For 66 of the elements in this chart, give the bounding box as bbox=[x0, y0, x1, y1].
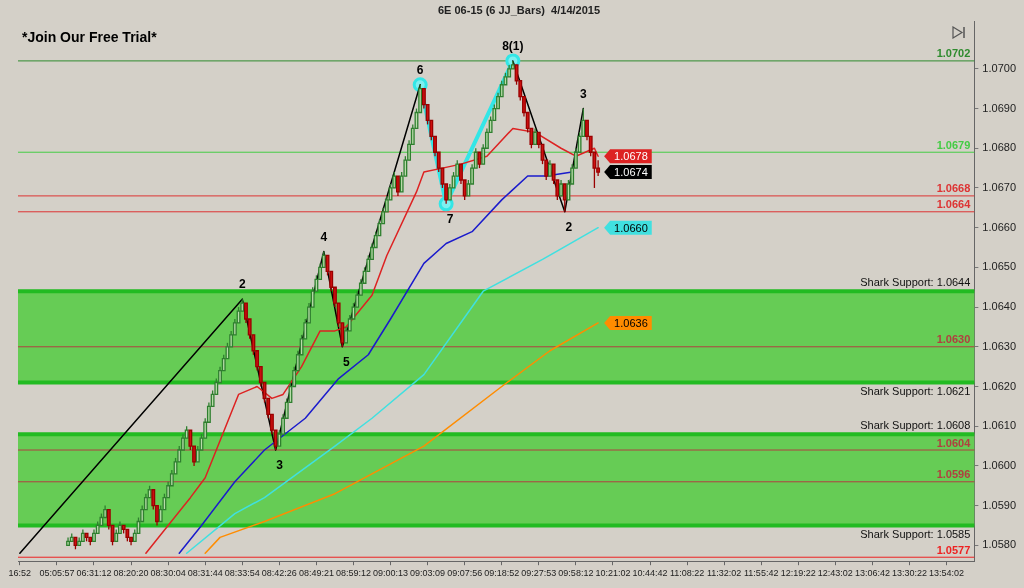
x-tick-label: 10:21:02 bbox=[595, 568, 631, 579]
annotation: 2 bbox=[565, 220, 573, 235]
ref-line-label: 1.0577 bbox=[936, 543, 971, 556]
x-tick-label: 09:03:09 bbox=[410, 568, 446, 579]
y-tick-label: 1.0680 bbox=[982, 141, 1017, 154]
chart-title: 6E 06-15 (6 JJ_Bars) 4/14/2015 bbox=[437, 3, 601, 16]
y-tick-label: 1.0590 bbox=[982, 498, 1017, 511]
x-tick-label: 13:06:42 bbox=[854, 568, 890, 579]
x-tick-label: 08:31:44 bbox=[187, 568, 223, 579]
ref-line-label: Shark Support: 1.0585 bbox=[860, 528, 971, 540]
annotation: 1.0674 bbox=[614, 166, 648, 179]
data-label: 1.0636 bbox=[614, 317, 648, 329]
x-tick-label: 09:27:53 bbox=[521, 568, 557, 579]
ref-line-label: 1.0604 bbox=[936, 436, 972, 449]
x-tick-label: 10:44:42 bbox=[632, 568, 668, 579]
y-tick-label: 1.0610 bbox=[982, 419, 1017, 432]
y-tick-label: 1.0690 bbox=[982, 101, 1017, 114]
ref-line-label: 1.0664 bbox=[936, 198, 972, 211]
annotation: 3 bbox=[276, 458, 284, 473]
x-tick-label: 09:18:52 bbox=[484, 568, 520, 579]
x-tick-label: 09:07:56 bbox=[447, 568, 483, 579]
y-tick-label: 1.0580 bbox=[982, 538, 1017, 551]
ref-line-label: 1.0596 bbox=[936, 468, 971, 481]
x-tick-label: 08:30:04 bbox=[150, 568, 186, 579]
x-tick-label: 08:49:21 bbox=[298, 568, 334, 579]
annotation: 3 bbox=[579, 86, 587, 101]
ref-line-label: 1.0679 bbox=[936, 138, 971, 151]
y-tick-label: 1.0660 bbox=[982, 220, 1017, 233]
annotation: 5 bbox=[343, 355, 350, 370]
data-label: 1.0678 bbox=[614, 150, 648, 163]
y-tick-label: 1.0600 bbox=[982, 458, 1017, 471]
x-tick-label: 11:55:42 bbox=[744, 568, 779, 579]
y-tick-label: 1.0630 bbox=[982, 339, 1017, 352]
annotation: *Join Our Free Trial* bbox=[22, 29, 158, 46]
ref-line-label: 1.0630 bbox=[936, 333, 971, 346]
annotation: 2 bbox=[238, 277, 246, 292]
x-tick-label: 08:59:12 bbox=[335, 568, 371, 579]
data-label: 1.0660 bbox=[614, 221, 648, 234]
x-tick-label: 05:05:57 bbox=[39, 568, 75, 579]
x-tick-label: 11:08:22 bbox=[669, 568, 705, 579]
x-tick-label: 11:32:02 bbox=[706, 568, 742, 579]
x-tick-label: 06:31:12 bbox=[76, 568, 112, 579]
annotation: 8(1) bbox=[502, 39, 524, 54]
ref-line-label: 1.0702 bbox=[936, 47, 971, 60]
x-tick-label: 08:42:26 bbox=[261, 568, 297, 579]
y-tick-label: 1.0640 bbox=[982, 300, 1017, 313]
x-tick-label: 13:54:02 bbox=[929, 568, 965, 579]
ref-line-label: 1.0668 bbox=[936, 182, 971, 195]
x-tick-label: 12:19:22 bbox=[780, 568, 816, 579]
x-tick-label: 12:43:02 bbox=[817, 568, 853, 579]
y-tick-label: 1.0620 bbox=[982, 379, 1017, 392]
y-tick-label: 1.0650 bbox=[982, 260, 1017, 273]
x-tick-label: 09:00:13 bbox=[373, 568, 409, 579]
ref-line-label: Shark Support: 1.0608 bbox=[860, 418, 971, 431]
ref-line-label: Shark Support: 1.0621 bbox=[860, 385, 971, 398]
y-tick-label: 1.0670 bbox=[982, 181, 1017, 193]
annotation: 6 bbox=[416, 63, 424, 78]
x-tick-label: 16:52 bbox=[8, 568, 32, 579]
x-tick-label: 13:30:22 bbox=[891, 568, 928, 579]
x-tick-label: 08:33:54 bbox=[224, 568, 260, 579]
annotation: 4 bbox=[320, 229, 328, 244]
x-tick-label: 08:20:20 bbox=[113, 568, 149, 579]
x-tick-label: 09:58:12 bbox=[558, 568, 594, 579]
y-tick-label: 1.0700 bbox=[982, 61, 1017, 74]
ref-line-label: Shark Support: 1.0644 bbox=[860, 275, 971, 288]
annotation: 7 bbox=[446, 212, 454, 227]
